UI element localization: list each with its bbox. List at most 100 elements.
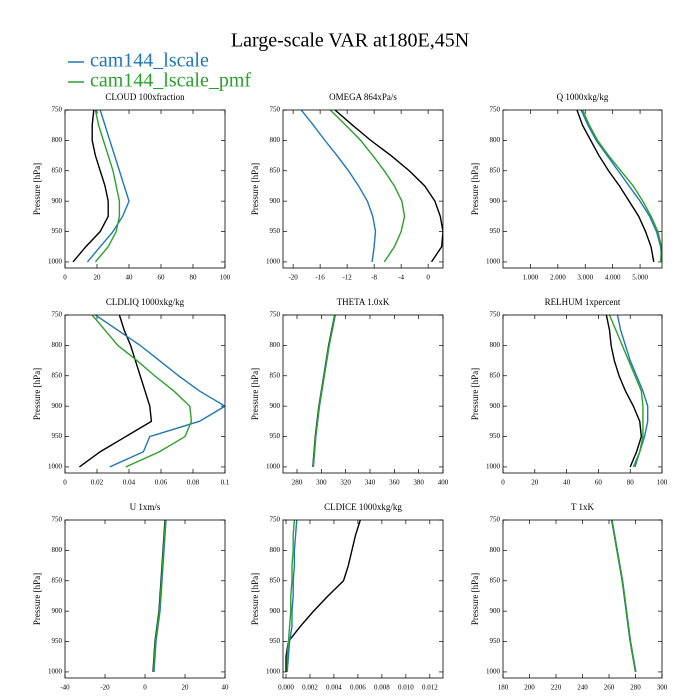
- y-tick-label: 1000: [48, 668, 63, 676]
- y-tick-label: 900: [490, 607, 501, 615]
- x-tick-label: 0: [63, 274, 67, 282]
- y-tick-label: 1000: [48, 258, 63, 266]
- x-tick-label: 60: [595, 479, 603, 487]
- y-tick-label: 850: [52, 576, 63, 584]
- x-tick-label: 0.04: [123, 479, 136, 487]
- x-tick-label: 80: [627, 479, 635, 487]
- x-tick-label: 5.000: [632, 274, 648, 282]
- y-axis-label: Pressure [hPa]: [470, 368, 480, 420]
- y-tick-label: 750: [270, 516, 281, 524]
- profile-line: [86, 110, 130, 263]
- y-tick-label: 800: [490, 136, 501, 144]
- y-tick-label: 1000: [486, 668, 501, 676]
- x-tick-label: 20: [182, 684, 190, 692]
- y-tick-label: 900: [490, 197, 501, 205]
- panel-title: Q 1000xkg/kg: [557, 92, 609, 102]
- y-tick-label: 850: [270, 576, 281, 584]
- profile-line: [605, 315, 643, 468]
- plot-frame: [502, 314, 663, 474]
- x-tick-label: 40: [222, 684, 230, 692]
- panel-title: T 1xK: [571, 502, 595, 512]
- y-tick-label: 800: [52, 136, 63, 144]
- profile-line: [91, 315, 193, 468]
- y-tick-label: 950: [52, 227, 63, 235]
- y-tick-label: 850: [270, 166, 281, 174]
- plot-frame: [282, 109, 444, 269]
- panel-title: RELHUM 1xpercent: [545, 297, 621, 307]
- y-tick-label: 1000: [486, 463, 501, 471]
- y-axis-label: Pressure [hPa]: [32, 573, 42, 625]
- y-tick-label: 950: [490, 432, 501, 440]
- x-tick-label: 400: [438, 479, 449, 487]
- plot-frame: [64, 519, 226, 679]
- y-tick-label: 900: [270, 402, 281, 410]
- y-tick-label: 1000: [486, 258, 501, 266]
- panel-title: THETA 1.0xK: [337, 297, 390, 307]
- profile-line: [300, 110, 377, 263]
- y-tick-label: 900: [490, 402, 501, 410]
- profile-line: [312, 315, 336, 467]
- profile-line: [611, 520, 637, 673]
- x-tick-label: 20: [94, 274, 102, 282]
- x-tick-label: 0.000: [278, 684, 294, 692]
- y-tick-label: 850: [490, 166, 501, 174]
- legend-label: cam144_lscale: [90, 50, 209, 72]
- y-tick-label: 900: [52, 197, 63, 205]
- x-tick-label: 340: [365, 479, 376, 487]
- y-tick-label: 900: [270, 607, 281, 615]
- x-tick-label: -8: [371, 274, 377, 282]
- x-tick-label: -4: [398, 274, 404, 282]
- y-tick-label: 950: [52, 432, 63, 440]
- x-tick-label: 40: [126, 274, 134, 282]
- profile-line: [72, 110, 109, 263]
- x-tick-label: 200: [524, 684, 535, 692]
- profile-line: [608, 315, 644, 468]
- y-tick-label: 850: [490, 576, 501, 584]
- profile-line: [581, 110, 662, 262]
- y-tick-label: 800: [490, 546, 501, 554]
- y-tick-label: 800: [270, 136, 281, 144]
- profile-line: [576, 110, 655, 263]
- y-tick-label: 750: [52, 106, 63, 114]
- y-tick-label: 900: [52, 607, 63, 615]
- figure-title: Large-scale VAR at180E,45N: [231, 30, 469, 52]
- x-tick-label: 60: [158, 274, 166, 282]
- x-tick-label: 0.006: [350, 684, 366, 692]
- panel-title: CLDICE 1000xkg/kg: [324, 502, 402, 512]
- x-tick-label: 0.1: [221, 479, 230, 487]
- panel-title: CLOUD 100xfraction: [105, 92, 185, 102]
- x-tick-label: -20: [100, 684, 110, 692]
- y-tick-label: 950: [52, 637, 63, 645]
- profile-line: [152, 520, 167, 672]
- profile-line: [95, 315, 225, 468]
- x-tick-label: 320: [340, 479, 351, 487]
- y-tick-label: 800: [270, 546, 281, 554]
- x-tick-label: 220: [551, 684, 562, 692]
- x-tick-label: 100: [220, 274, 231, 282]
- y-tick-label: 950: [270, 432, 281, 440]
- y-axis-label: Pressure [hPa]: [250, 573, 260, 625]
- y-tick-label: 1000: [48, 463, 63, 471]
- x-tick-label: 280: [630, 684, 641, 692]
- x-tick-label: 40: [563, 479, 571, 487]
- y-tick-label: 750: [490, 311, 501, 319]
- profile-line: [94, 110, 121, 263]
- profile-line: [329, 110, 406, 263]
- x-tick-label: 2.000: [550, 274, 566, 282]
- plot-frame: [502, 109, 663, 269]
- y-axis-label: Pressure [hPa]: [250, 163, 260, 215]
- y-axis-label: Pressure [hPa]: [470, 163, 480, 215]
- x-tick-label: 20: [531, 479, 539, 487]
- y-tick-label: 950: [270, 637, 281, 645]
- x-tick-label: 0.08: [187, 479, 200, 487]
- y-tick-label: 750: [270, 106, 281, 114]
- y-tick-label: 900: [270, 197, 281, 205]
- panel-title: CLDLIQ 1000xkg/kg: [106, 297, 185, 307]
- y-tick-label: 800: [490, 341, 501, 349]
- y-tick-label: 950: [490, 227, 501, 235]
- x-tick-label: -12: [342, 274, 352, 282]
- x-tick-label: 300: [316, 479, 327, 487]
- y-tick-label: 800: [52, 546, 63, 554]
- y-tick-label: 850: [52, 166, 63, 174]
